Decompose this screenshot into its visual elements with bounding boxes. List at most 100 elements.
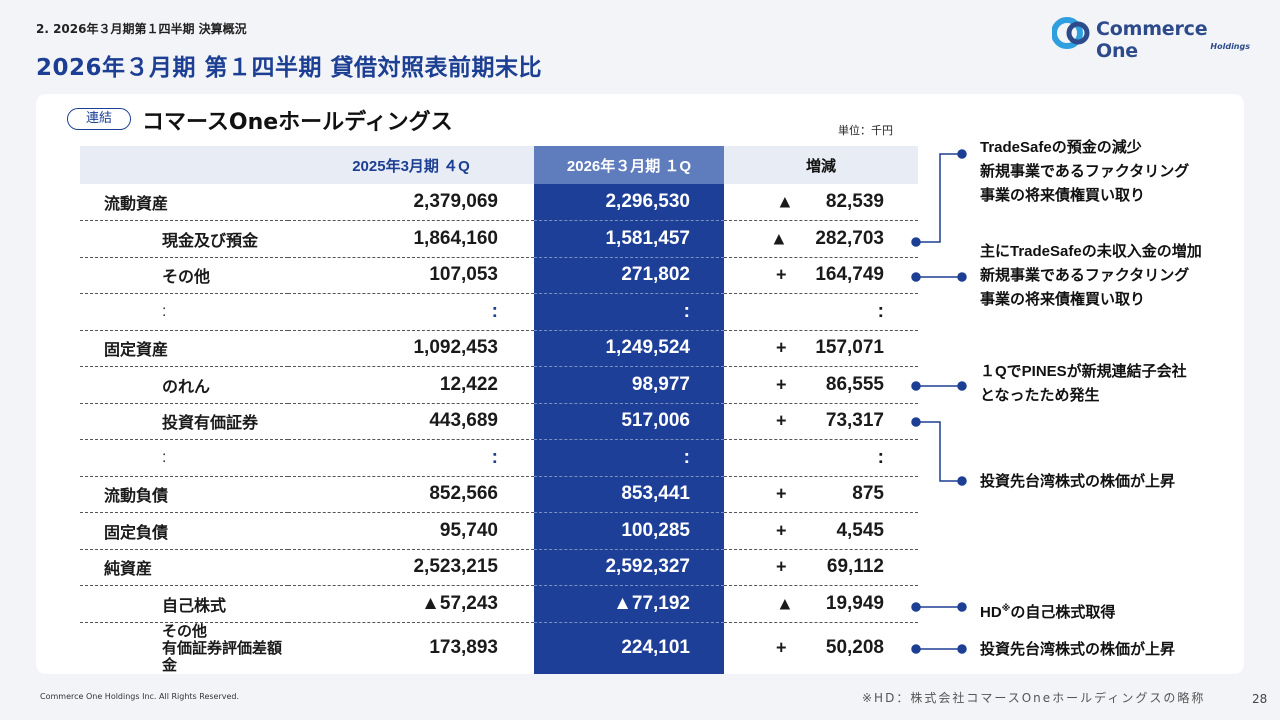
note-line: 主にTradeSafeの未収入金の増加 xyxy=(980,243,1202,260)
section-label: 2. 2026年３月期第１四半期 決算概況 xyxy=(36,22,247,36)
change-cell: +875 xyxy=(724,476,918,513)
table-row: その他 107,053 271,802 +164,749 xyxy=(80,257,918,294)
prev-value: 12,422 xyxy=(288,366,534,404)
note-valuation: 投資先台湾株式の株価が上昇 xyxy=(980,641,1176,658)
row-label: のれん xyxy=(80,366,288,404)
change-sign: + xyxy=(776,520,787,541)
page-title: 2026年３月期 第１四半期 貸借対照表前期末比 xyxy=(36,55,543,81)
prev-value: 173,893 xyxy=(429,637,498,658)
row-label: 流動資産 xyxy=(80,184,288,221)
change-sign: ▲ xyxy=(776,593,794,614)
row-label-line1: その他 xyxy=(162,622,208,640)
change-sign: + xyxy=(776,556,787,577)
note-line: 事業の将来債権買い取り xyxy=(980,291,1146,308)
change-cell: : xyxy=(724,439,918,477)
row-label: 純資産 xyxy=(80,549,288,586)
change-sign: + xyxy=(776,483,787,504)
change-cell: : xyxy=(724,293,918,331)
change-cell: +69,112 xyxy=(724,549,918,586)
current-value: 224,101 xyxy=(534,622,724,674)
row-label: 自己株式 xyxy=(80,585,288,623)
table-row: 流動資産 2,379,069 2,296,530 ▲ 82,539 xyxy=(80,184,918,221)
row-label: その他 有価証券評価差額金 xyxy=(80,622,288,674)
table-row: 固定負債 95,740 100,285 +4,545 xyxy=(80,512,918,550)
prev-value: 2,379,069 xyxy=(288,184,534,221)
row-label: 流動負債 xyxy=(80,476,288,513)
prev-value: 2,523,215 xyxy=(288,549,534,586)
table-row: 投資有価証券 443,689 517,006 +73,317 xyxy=(80,403,918,440)
table-row: : : : : xyxy=(80,293,918,331)
change-sign: + xyxy=(776,337,787,358)
table-row: 自己株式 ▲57,243 ▲77,192 ▲ 19,949 xyxy=(80,585,918,623)
row-label: 現金及び預金 xyxy=(80,220,288,258)
unit-label: 単位：千円 xyxy=(838,124,893,137)
change-value: : xyxy=(877,300,884,322)
current-value: 1,249,524 xyxy=(534,330,724,367)
note-line: TradeSafeの預金の減少 xyxy=(980,139,1142,156)
table-row: 固定資産 1,092,453 1,249,524 +157,071 xyxy=(80,330,918,367)
change-value: 875 xyxy=(852,483,884,505)
note-hd: HD xyxy=(980,604,1002,621)
current-value: : xyxy=(534,439,724,477)
change-sign: + xyxy=(776,374,787,395)
footer-note: ※HD：株式会社コマースOneホールディングスの略称 xyxy=(862,691,1206,705)
table-header-row: 2025年3月期 ４Q 2026年３月期 １Q 増減 xyxy=(80,146,918,184)
consolidated-badge: 連結 xyxy=(67,108,131,130)
commerce-one-logo-mark-icon xyxy=(1052,17,1090,49)
current-value: : xyxy=(534,293,724,331)
balance-sheet-table: 2025年3月期 ４Q 2026年３月期 １Q 増減 流動資産 2,379,06… xyxy=(80,146,918,674)
change-value: 69,112 xyxy=(826,556,884,578)
change-cell: +50,208 xyxy=(724,622,918,674)
change-cell: +4,545 xyxy=(724,512,918,550)
prev-value: 107,053 xyxy=(288,257,534,294)
change-sign: + xyxy=(776,264,787,285)
table-row: 純資産 2,523,215 2,592,327 +69,112 xyxy=(80,549,918,586)
current-value: ▲77,192 xyxy=(534,585,724,623)
change-cell: +157,071 xyxy=(724,330,918,367)
page-number: 28 xyxy=(1252,692,1268,706)
current-value: 517,006 xyxy=(534,403,724,440)
change-value: 82,539 xyxy=(825,191,884,212)
change-sign: ▲ xyxy=(776,191,794,212)
note-line: 新規事業であるファクタリング xyxy=(980,267,1190,284)
change-cell: ▲ 19,949 xyxy=(724,585,918,623)
current-value: 271,802 xyxy=(534,257,724,294)
table-row: のれん 12,422 98,977 +86,555 xyxy=(80,366,918,404)
change-sign: ▲ xyxy=(770,228,788,249)
note-other-current: 主にTradeSafeの未収入金の増加 新規事業であるファクタリング 事業の将来… xyxy=(980,240,1202,312)
change-value: 19,949 xyxy=(825,592,884,614)
note-line: となったため発生 xyxy=(980,387,1100,404)
row-label: 固定資産 xyxy=(80,330,288,367)
company-logo: Commerce One Holdings xyxy=(1052,14,1254,62)
change-cell: ▲ 282,703 xyxy=(724,220,918,258)
change-value: 73,317 xyxy=(825,410,884,432)
change-value: 164,749 xyxy=(815,264,884,286)
row-label: 投資有価証券 xyxy=(80,403,288,440)
change-value: 4,545 xyxy=(836,519,884,541)
column-header-current: 2026年３月期 １Q xyxy=(534,146,724,184)
table-row: 現金及び預金 1,864,160 1,581,457 ▲ 282,703 xyxy=(80,220,918,258)
change-cell: +164,749 xyxy=(724,257,918,294)
current-value: 853,441 xyxy=(534,476,724,513)
note-mark: ※ xyxy=(1001,603,1011,613)
prev-value: : xyxy=(288,439,534,477)
note-treasury: HD※の自己株式取得 xyxy=(980,596,1115,625)
current-value: 98,977 xyxy=(534,366,724,404)
row-label: 固定負債 xyxy=(80,512,288,550)
change-value: 86,555 xyxy=(825,373,884,395)
table-row: その他 有価証券評価差額金 173,893 224,101 +50,208 xyxy=(80,622,918,674)
note-treasury-text: の自己株式取得 xyxy=(1010,604,1116,621)
change-cell: +73,317 xyxy=(724,403,918,440)
note-line: １QでPINESが新規連結子会社 xyxy=(980,363,1187,380)
row-label: : xyxy=(80,439,288,477)
prev-value: 443,689 xyxy=(288,403,534,440)
table-row: 流動負債 852,566 853,441 +875 xyxy=(80,476,918,513)
change-value: 157,071 xyxy=(815,337,884,359)
change-sign: + xyxy=(776,410,787,431)
logo-name: Commerce One xyxy=(1096,18,1208,62)
change-value: 282,703 xyxy=(815,227,884,249)
table-row: : : : : xyxy=(80,439,918,477)
change-cell: +86,555 xyxy=(724,366,918,404)
column-header-prev: 2025年3月期 ４Q xyxy=(288,146,534,184)
prev-value: 95,740 xyxy=(288,512,534,550)
